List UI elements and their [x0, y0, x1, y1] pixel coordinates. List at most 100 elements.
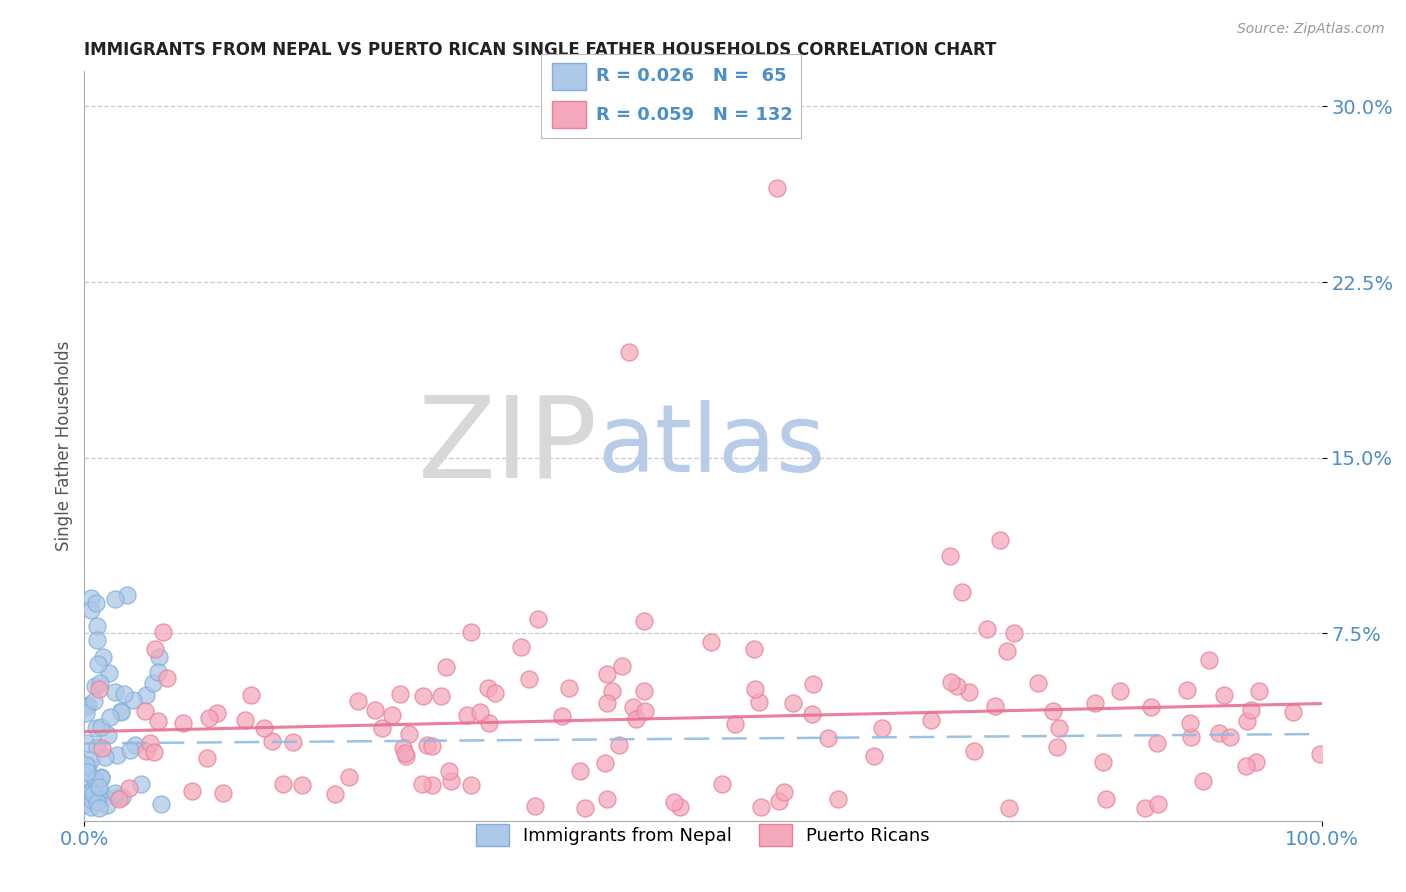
Point: [1175, 682, 1198, 697]
Point: [946, 679, 969, 693]
Point: [394, 746, 416, 760]
Point: [997, 801, 1019, 815]
Point: [596, 791, 619, 805]
Point: [574, 801, 596, 815]
Point: [1309, 747, 1331, 762]
Point: [416, 738, 439, 752]
Point: [80, 800, 103, 814]
Point: [124, 738, 146, 752]
Point: [1240, 703, 1263, 717]
Point: [1095, 792, 1118, 806]
Point: [1108, 683, 1130, 698]
Point: [1198, 653, 1220, 667]
Point: [1208, 726, 1230, 740]
Point: [398, 727, 420, 741]
Point: [550, 708, 572, 723]
Point: [86, 782, 108, 797]
Point: [600, 683, 623, 698]
Point: [744, 682, 766, 697]
Point: [87, 681, 110, 696]
Point: [617, 345, 640, 359]
Point: [131, 777, 153, 791]
Point: [80, 753, 103, 767]
Point: [624, 712, 647, 726]
Point: [941, 674, 963, 689]
Point: [96, 728, 118, 742]
Point: [146, 665, 169, 679]
Point: [80, 793, 103, 807]
Point: [988, 533, 1011, 547]
Point: [86, 619, 108, 633]
Point: [669, 799, 692, 814]
Point: [82, 787, 104, 801]
Point: [1236, 714, 1258, 728]
Point: [1002, 626, 1025, 640]
Point: [1135, 801, 1157, 815]
Point: [262, 733, 284, 747]
Point: [558, 681, 581, 696]
Point: [148, 650, 170, 665]
Point: [870, 721, 893, 735]
Point: [420, 778, 443, 792]
Point: [1234, 759, 1257, 773]
Point: [1282, 705, 1305, 719]
Point: [1147, 797, 1170, 811]
Point: [86, 596, 108, 610]
Point: [143, 641, 166, 656]
Point: [477, 681, 499, 695]
Point: [90, 770, 112, 784]
Point: [430, 690, 453, 704]
Point: [142, 675, 165, 690]
Point: [98, 666, 121, 681]
Point: [621, 700, 644, 714]
Point: [1246, 755, 1268, 769]
Point: [596, 697, 619, 711]
Point: [381, 708, 404, 723]
Point: [976, 622, 998, 636]
Point: [76, 698, 98, 712]
Point: [87, 801, 110, 815]
Text: Source: ZipAtlas.com: Source: ZipAtlas.com: [1237, 22, 1385, 37]
Point: [76, 765, 98, 780]
Point: [957, 685, 980, 699]
Point: [91, 649, 114, 664]
Point: [478, 716, 501, 731]
Point: [766, 181, 789, 195]
Point: [596, 667, 619, 681]
Point: [749, 800, 772, 814]
Point: [460, 778, 482, 792]
Point: [115, 589, 138, 603]
Point: [1219, 730, 1241, 744]
Point: [1046, 739, 1069, 754]
FancyBboxPatch shape: [551, 62, 585, 90]
Point: [152, 624, 174, 639]
Point: [104, 786, 127, 800]
Point: [172, 716, 194, 731]
Point: [517, 672, 540, 686]
Text: ZIP: ZIP: [418, 391, 598, 501]
Point: [782, 696, 804, 710]
Point: [710, 777, 733, 791]
Point: [920, 713, 942, 727]
Point: [337, 770, 360, 784]
Point: [90, 772, 112, 786]
Point: [83, 694, 105, 708]
Point: [271, 777, 294, 791]
Point: [84, 680, 107, 694]
Point: [94, 749, 117, 764]
Point: [1180, 730, 1202, 744]
Point: [197, 711, 219, 725]
Text: atlas: atlas: [598, 400, 827, 492]
Point: [86, 740, 108, 755]
Point: [742, 642, 765, 657]
Point: [135, 688, 157, 702]
Point: [110, 705, 132, 719]
Point: [801, 707, 824, 722]
Point: [995, 644, 1018, 658]
Point: [460, 625, 482, 640]
Point: [456, 708, 478, 723]
Point: [120, 743, 142, 757]
Point: [700, 634, 723, 648]
Point: [394, 749, 416, 764]
Point: [1139, 699, 1161, 714]
